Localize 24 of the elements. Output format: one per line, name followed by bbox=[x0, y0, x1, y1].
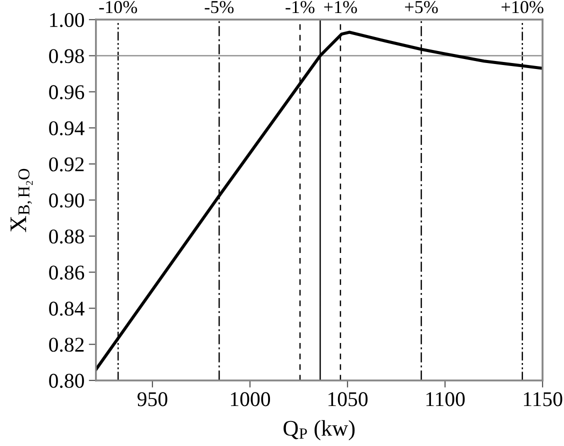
y-tick-label: 0.80 bbox=[49, 374, 84, 388]
y-tick-label: 1.00 bbox=[50, 13, 84, 28]
x-tick-label: 1150 bbox=[524, 392, 562, 406]
x2-tick-label: -5% bbox=[204, 0, 234, 14]
x2-tick-label: +1% bbox=[324, 0, 357, 14]
x2-tick-label: -10% bbox=[99, 0, 138, 14]
x2-tick-label: +5% bbox=[405, 0, 438, 14]
y-tick-label: 0.92 bbox=[49, 157, 84, 172]
y-tick-label: 0.98 bbox=[49, 49, 84, 64]
x-tick-label: 1000 bbox=[230, 392, 270, 406]
x-tick-label: 1050 bbox=[328, 392, 368, 406]
y-tick-label: 0.88 bbox=[49, 229, 84, 244]
y-tick-label: 0.86 bbox=[49, 266, 84, 280]
x-tick-label: 950 bbox=[137, 392, 168, 406]
y-tick-label: 0.94 bbox=[49, 121, 84, 136]
x2-tick-label: -1% bbox=[286, 0, 314, 14]
y-tick-label: 0.82 bbox=[49, 338, 84, 352]
y-axis-title: X$_{B,H₂O}$ bbox=[10, 168, 33, 232]
y-tick-label: 0.84 bbox=[49, 302, 84, 316]
x2-tick-label: +10% bbox=[502, 0, 544, 14]
y-tick-label: 0.96 bbox=[49, 85, 84, 100]
x-axis-title: Q$_{P}$ (kw) bbox=[284, 420, 355, 440]
x-tick-label: 1100 bbox=[426, 392, 465, 406]
y-tick-label: 0.90 bbox=[49, 193, 84, 208]
